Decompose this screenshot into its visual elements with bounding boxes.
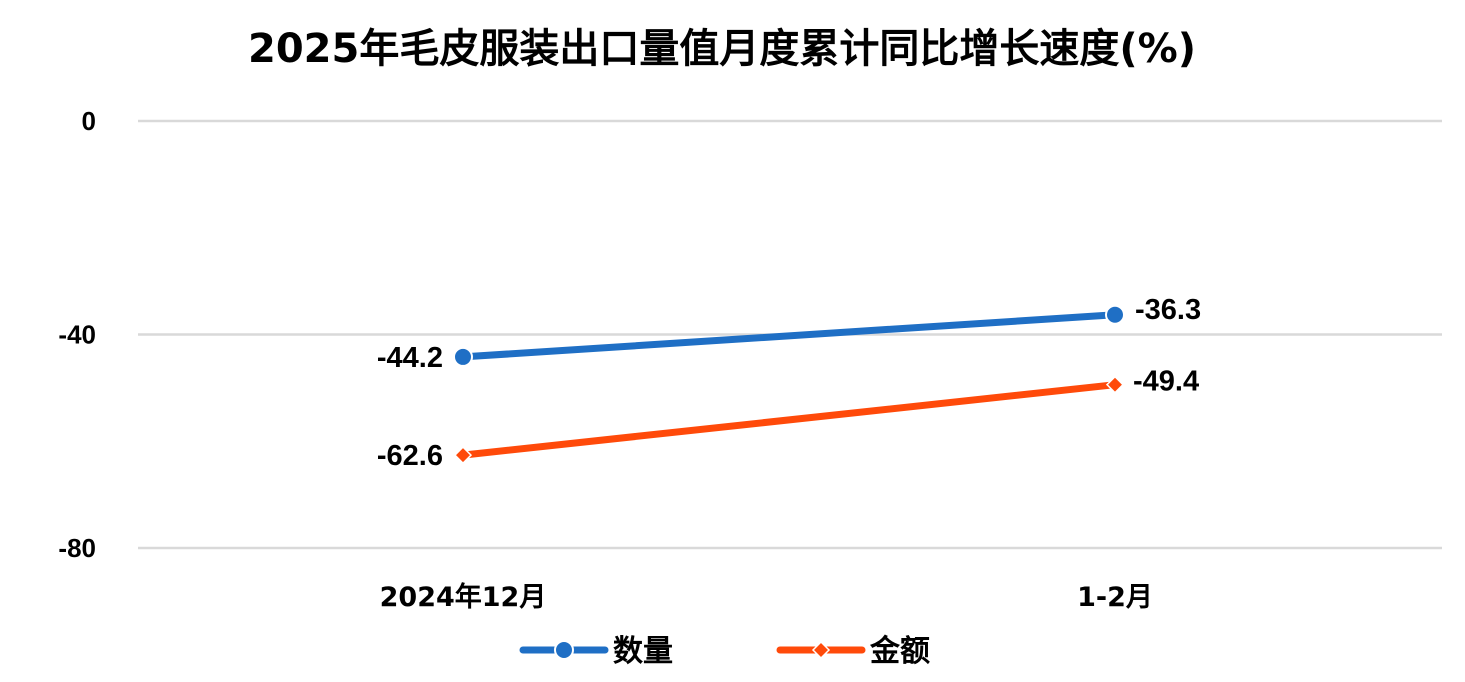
y-tick-label: 0 [82, 106, 96, 136]
marker-circle [453, 346, 473, 367]
series-quantity [453, 304, 1125, 367]
legend-item-amount: 金额 [776, 634, 930, 669]
marker-circle [1105, 304, 1125, 325]
y-tick-label: -80 [58, 533, 96, 563]
data-label: -62.6 [377, 440, 443, 472]
data-labels: -44.2 -36.3 -62.6 -49.4 [377, 294, 1201, 472]
series-line [459, 381, 1119, 459]
series-line [459, 311, 1119, 361]
y-axis-ticks: 0 -40 -80 [58, 106, 96, 563]
x-tick-label: 1-2月 [1077, 582, 1153, 613]
legend: 数量 金额 [519, 634, 930, 669]
chart-title: 2025年毛皮服装出口量值月度累计同比增长速度(%) [248, 26, 1196, 72]
legend-label: 数量 [613, 634, 673, 669]
marker-diamond [811, 640, 831, 660]
data-label: -49.4 [1133, 366, 1199, 398]
series-layer [453, 304, 1125, 465]
x-tick-label: 2024年12月 [380, 581, 547, 613]
marker-diamond [453, 446, 473, 465]
marker-circle [554, 640, 574, 660]
series-amount [453, 375, 1125, 465]
y-tick-label: -40 [58, 320, 96, 350]
data-label: -36.3 [1135, 294, 1201, 326]
legend-item-quantity: 数量 [519, 634, 673, 669]
legend-label: 金额 [869, 634, 930, 669]
data-label: -44.2 [377, 342, 443, 374]
x-axis-ticks: 2024年12月 1-2月 [380, 581, 1153, 613]
marker-diamond [1105, 375, 1125, 394]
